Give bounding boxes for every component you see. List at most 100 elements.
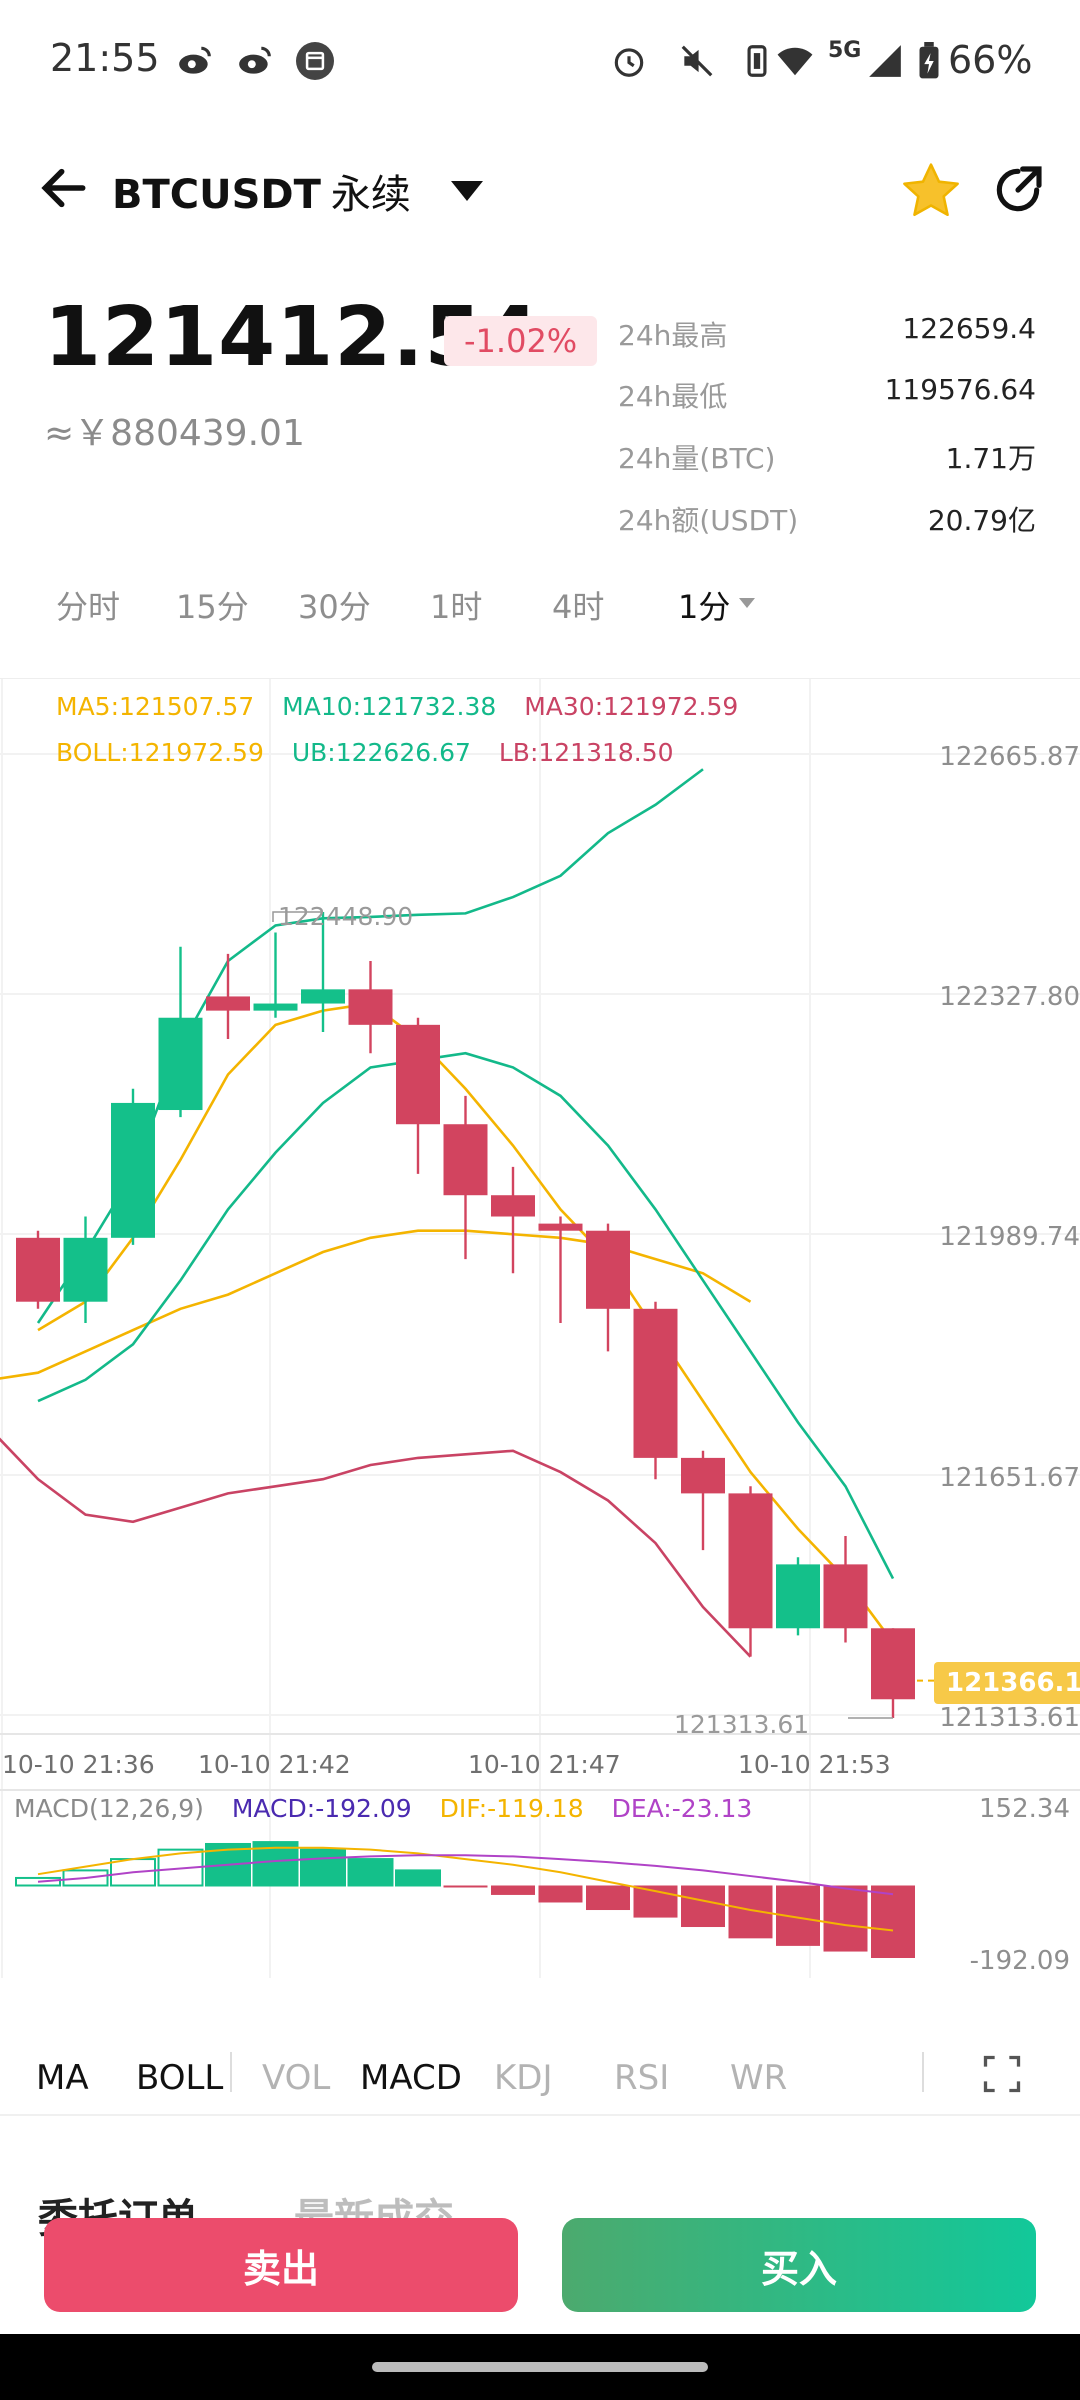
share-icon[interactable] xyxy=(990,162,1046,218)
macd-bar xyxy=(681,1885,725,1928)
candle-body xyxy=(586,1230,630,1309)
tab-period[interactable]: 分时 xyxy=(56,588,121,626)
ma10-line xyxy=(37,1051,895,1580)
x-tick-label: 10-10 21:36 xyxy=(2,1750,155,1779)
buy-button[interactable]: 买入 xyxy=(562,2218,1036,2312)
stat-value: 122659.4 xyxy=(902,312,1036,345)
legend-ma5: MA5:121507.57 xyxy=(56,692,255,721)
legend-boll: BOLL:121972.59 xyxy=(56,738,264,767)
candle-body xyxy=(111,1102,155,1238)
dea-line xyxy=(37,1854,894,1896)
candle-body xyxy=(301,989,345,1004)
macd-axis-min: -192.09 xyxy=(969,1946,1070,1976)
fullscreen-icon[interactable] xyxy=(980,2052,1024,2096)
stat-label: 24h最低 xyxy=(618,380,728,413)
pair-selector[interactable]: BTCUSDT 永续 xyxy=(112,162,411,220)
candle-body xyxy=(396,1024,440,1125)
indicator-rsi[interactable]: RSI xyxy=(614,2058,670,2098)
macd-bar xyxy=(62,1869,109,1887)
dif-line xyxy=(37,1846,894,1932)
candle-body xyxy=(63,1237,108,1302)
high-marker-line xyxy=(272,911,323,923)
macd-bar xyxy=(871,1885,915,1958)
divider xyxy=(0,2114,1080,2116)
tab-period[interactable]: 4时 xyxy=(552,588,605,626)
x-tick-label: 10-10 21:47 xyxy=(468,1750,621,1779)
indicator-macd[interactable]: MACD xyxy=(360,2058,462,2098)
legend-ub: UB:122626.67 xyxy=(291,738,471,767)
candle-body xyxy=(871,1628,915,1700)
macd-bar xyxy=(15,1876,61,1887)
indicator-vol[interactable]: VOL xyxy=(262,2058,331,2098)
mute-icon xyxy=(678,42,716,80)
y-tick-label: 121313.61 xyxy=(939,1703,1080,1733)
indicator-ma[interactable]: MA xyxy=(36,2058,89,2098)
pair-symbol: BTCUSDT xyxy=(112,172,321,218)
status-bar: 21:55 5G 66% xyxy=(0,0,1080,120)
macd-bar xyxy=(395,1869,441,1887)
high-marker-label: 122448.90 xyxy=(278,902,414,931)
legend-ma10: MA10:121732.38 xyxy=(282,692,497,721)
dif-value: DIF:-119.18 xyxy=(439,1794,584,1823)
last-price-tag: 121366.18 xyxy=(934,1662,1080,1704)
candlestick-chart[interactable] xyxy=(0,678,1080,1978)
indicator-kdj[interactable]: KDJ xyxy=(494,2058,553,2098)
macd-value: MACD:-192.09 xyxy=(231,1794,412,1823)
candle-body xyxy=(681,1457,725,1494)
caret-down-icon[interactable] xyxy=(738,594,756,608)
indicator-boll[interactable]: BOLL xyxy=(136,2058,224,2098)
stat-label: 24h额(USDT) xyxy=(618,504,799,537)
macd-bar xyxy=(443,1885,488,1888)
sell-button[interactable]: 卖出 xyxy=(44,2218,518,2312)
candle-body xyxy=(538,1223,583,1231)
tab-period[interactable]: 1时 xyxy=(430,588,483,626)
y-tick-label: 122327.80 xyxy=(939,982,1080,1012)
network-label: 5G xyxy=(828,38,862,63)
battery-icon xyxy=(916,42,942,80)
legend-lb: LB:121318.50 xyxy=(498,738,674,767)
x-tick-label: 10-10 21:42 xyxy=(198,1750,351,1779)
indicator-divider xyxy=(922,2052,924,2092)
tab-period[interactable]: 30分 xyxy=(298,588,371,626)
stat-label: 24h最高 xyxy=(618,319,728,352)
y-tick-label: 121651.67 xyxy=(939,1463,1080,1493)
candle-body xyxy=(823,1564,868,1629)
wifi-icon xyxy=(776,42,814,80)
macd-title: MACD(12,26,9) xyxy=(14,1794,204,1823)
candle-body xyxy=(206,996,250,1011)
candle-body xyxy=(776,1564,820,1629)
candle-body xyxy=(728,1493,773,1629)
signal-icon xyxy=(866,42,904,80)
legend-ma30: MA30:121972.59 xyxy=(524,692,739,721)
tab-period-active[interactable]: 1分 xyxy=(678,588,731,626)
candle-body xyxy=(633,1308,678,1458)
caret-down-icon[interactable] xyxy=(450,180,484,202)
weibo-icon xyxy=(236,42,274,80)
arrow-left-icon xyxy=(41,168,86,208)
y-tick-label: 121989.74 xyxy=(939,1222,1080,1252)
macd-bar xyxy=(538,1885,583,1903)
indicator-wr[interactable]: WR xyxy=(730,2058,788,2098)
star-icon[interactable] xyxy=(900,160,962,222)
ma30-line xyxy=(0,1437,752,1658)
ma5-line xyxy=(37,1002,895,1644)
cny-price: ≈￥880439.01 xyxy=(44,413,305,454)
home-indicator[interactable] xyxy=(372,2362,708,2372)
candle-body xyxy=(158,1017,203,1111)
macd-bar xyxy=(586,1885,630,1911)
candle-body xyxy=(16,1237,60,1302)
battery-percent: 66% xyxy=(948,38,1033,82)
y-tick-label: 122665.87 xyxy=(939,742,1080,772)
tab-period[interactable]: 15分 xyxy=(176,588,249,626)
contract-type: 永续 xyxy=(330,172,411,218)
status-time: 21:55 xyxy=(50,36,160,80)
candle-body xyxy=(348,989,393,1025)
macd-bar xyxy=(300,1848,346,1887)
x-tick-label: 10-10 21:53 xyxy=(738,1750,891,1779)
dea-value: DEA:-23.13 xyxy=(611,1794,753,1823)
back-button[interactable] xyxy=(36,160,92,216)
stat-value: 119576.64 xyxy=(884,373,1036,406)
low-marker-label: 121313.61 xyxy=(674,1710,810,1739)
stat-label: 24h量(BTC) xyxy=(618,442,776,475)
calendar-icon xyxy=(296,42,334,80)
